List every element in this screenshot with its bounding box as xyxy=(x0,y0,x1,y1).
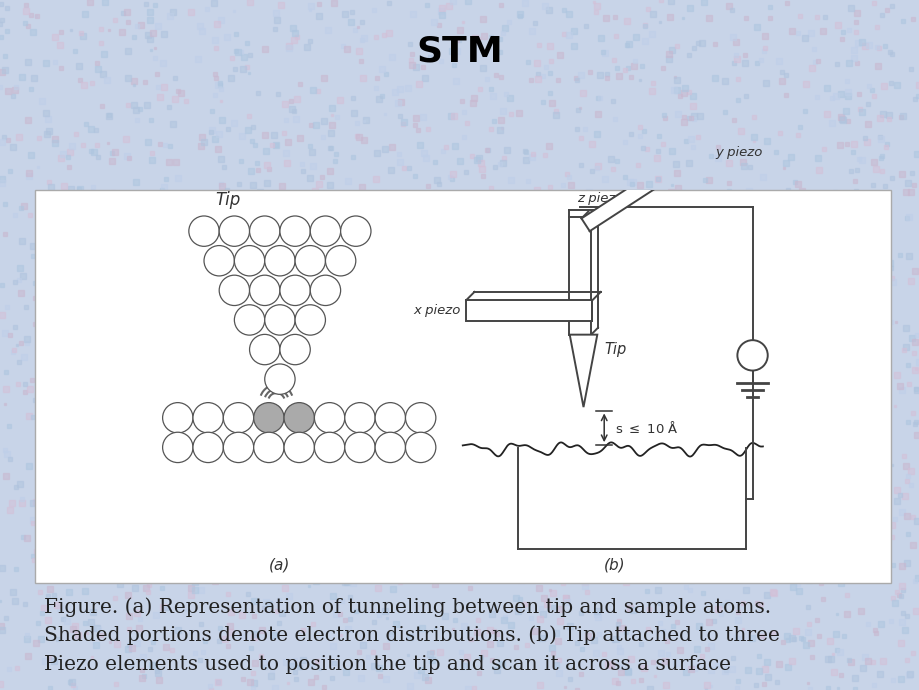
Circle shape xyxy=(204,246,234,276)
Circle shape xyxy=(345,432,375,462)
Circle shape xyxy=(249,275,279,306)
Circle shape xyxy=(340,216,370,246)
Circle shape xyxy=(219,216,249,246)
Text: Tip: Tip xyxy=(215,191,241,209)
Ellipse shape xyxy=(287,404,311,414)
Circle shape xyxy=(188,216,219,246)
Circle shape xyxy=(295,246,325,276)
Circle shape xyxy=(325,246,356,276)
Text: Figure. (a) Representation of tunneling between tip and sample atoms.: Figure. (a) Representation of tunneling … xyxy=(44,597,770,616)
Ellipse shape xyxy=(226,404,250,414)
Circle shape xyxy=(279,216,310,246)
Circle shape xyxy=(193,432,223,462)
Circle shape xyxy=(249,216,279,246)
Circle shape xyxy=(405,402,436,433)
Text: STM: STM xyxy=(416,34,503,69)
Circle shape xyxy=(265,246,295,276)
Text: x piezo: x piezo xyxy=(413,304,460,317)
Circle shape xyxy=(345,402,375,433)
FancyBboxPatch shape xyxy=(466,300,592,321)
Circle shape xyxy=(737,340,766,371)
Circle shape xyxy=(223,432,254,462)
Ellipse shape xyxy=(256,404,280,414)
Circle shape xyxy=(265,364,295,394)
Circle shape xyxy=(310,275,340,306)
Circle shape xyxy=(375,432,405,462)
Circle shape xyxy=(219,275,249,306)
Circle shape xyxy=(163,402,193,433)
Circle shape xyxy=(279,335,310,365)
Circle shape xyxy=(375,402,405,433)
Circle shape xyxy=(295,305,325,335)
Circle shape xyxy=(405,432,436,462)
Circle shape xyxy=(234,305,265,335)
Text: (b): (b) xyxy=(603,558,625,573)
Text: (a): (a) xyxy=(269,558,290,573)
Text: s $\leq$ 10 Å: s $\leq$ 10 Å xyxy=(614,420,677,436)
Polygon shape xyxy=(569,335,596,407)
Circle shape xyxy=(265,305,295,335)
Circle shape xyxy=(193,402,223,433)
Circle shape xyxy=(254,432,284,462)
Circle shape xyxy=(163,432,193,462)
Circle shape xyxy=(223,402,254,433)
Polygon shape xyxy=(581,144,705,231)
Text: z piezo: z piezo xyxy=(576,192,622,205)
Text: Tip: Tip xyxy=(604,342,626,357)
Text: i: i xyxy=(750,348,754,362)
Text: Piezo elements used to position the tip and scan it across a surface: Piezo elements used to position the tip … xyxy=(44,655,731,674)
Circle shape xyxy=(314,432,345,462)
Circle shape xyxy=(249,335,279,365)
FancyBboxPatch shape xyxy=(569,217,591,335)
Circle shape xyxy=(234,246,265,276)
Text: y piezo: y piezo xyxy=(715,146,763,159)
Circle shape xyxy=(314,402,345,433)
Circle shape xyxy=(284,402,314,433)
Circle shape xyxy=(279,275,310,306)
Text: Shaded portions denote electron distributions. (b) Tip attached to three: Shaded portions denote electron distribu… xyxy=(44,626,779,645)
Circle shape xyxy=(310,216,340,246)
Circle shape xyxy=(284,432,314,462)
Circle shape xyxy=(254,402,284,433)
